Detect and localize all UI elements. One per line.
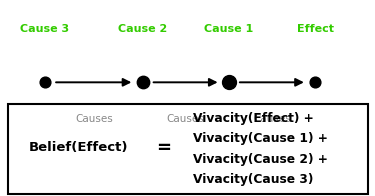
Point <box>42 81 48 84</box>
Text: Vivacity(Effect) +: Vivacity(Effect) + <box>193 112 314 125</box>
Text: Belief(Effect): Belief(Effect) <box>29 142 129 154</box>
Text: Cause 2: Cause 2 <box>118 24 167 34</box>
Text: Cause 1: Cause 1 <box>204 24 254 34</box>
Text: Causes: Causes <box>167 114 204 124</box>
Point <box>226 81 232 84</box>
Text: Cause 3: Cause 3 <box>20 24 70 34</box>
Text: =: = <box>156 139 171 157</box>
Point <box>312 81 318 84</box>
Text: Vivacity(Cause 1) +: Vivacity(Cause 1) + <box>193 132 328 145</box>
FancyBboxPatch shape <box>8 104 368 194</box>
Text: Vivacity(Cause 2) +: Vivacity(Cause 2) + <box>193 153 328 166</box>
Text: Vivacity(Cause 3): Vivacity(Cause 3) <box>193 173 314 186</box>
Point <box>140 81 146 84</box>
Text: Effect: Effect <box>297 24 333 34</box>
Text: Causes: Causes <box>75 114 112 124</box>
Text: Causes: Causes <box>253 114 291 124</box>
